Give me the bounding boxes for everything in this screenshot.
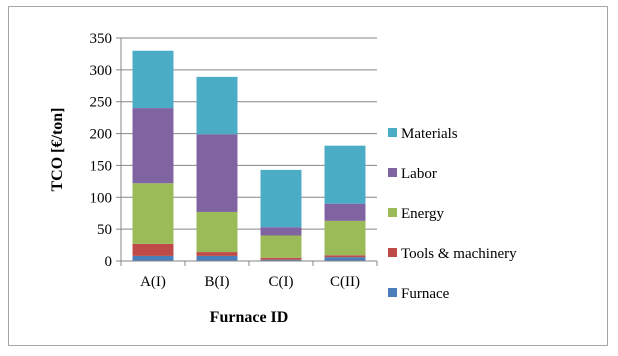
- legend: Materials Labor Energy Tools & machinery Fur…: [388, 126, 517, 302]
- legend-label: Materials: [401, 126, 458, 142]
- y-tick-label: 0: [105, 254, 113, 270]
- legend-label: Energy: [401, 206, 445, 222]
- legend-swatch: [388, 208, 397, 217]
- y-axis-title: TCO [€/ton]: [49, 108, 66, 192]
- legend-label: Labor: [401, 166, 437, 182]
- legend-swatch: [388, 168, 397, 177]
- bar-segment-energy: [324, 220, 366, 256]
- bar-segment-energy: [196, 211, 238, 253]
- y-axis-ticks: 0 50 100 150 200 250 300 350: [90, 31, 113, 270]
- bar-segment-labor: [324, 203, 366, 221]
- bars: [132, 50, 366, 261]
- y-tick-label: 150: [90, 158, 113, 174]
- y-tick-label: 250: [90, 95, 113, 111]
- bar-segment-furnace: [260, 259, 302, 261]
- bar-segment-materials: [196, 76, 238, 135]
- legend-label: Tools & machinery: [401, 246, 517, 262]
- legend-swatch: [388, 248, 397, 257]
- bar-segment-labor: [260, 227, 302, 236]
- x-tick-label: A(I): [140, 274, 166, 290]
- y-tick-label: 350: [90, 31, 113, 47]
- x-tick-label: B(I): [205, 274, 230, 290]
- chart-frame: [8, 6, 608, 346]
- bar-segment-furnace: [132, 255, 174, 261]
- bar-segment-tools-machinery: [260, 257, 302, 260]
- bar-segment-tools-machinery: [324, 255, 366, 258]
- y-tick-label: 50: [97, 222, 112, 238]
- y-tick-label: 100: [90, 190, 113, 206]
- bar-segment-materials: [324, 145, 366, 204]
- y-tick-label: 200: [90, 127, 113, 143]
- legend-label: Furnace: [401, 286, 450, 302]
- x-tick-label: C(I): [269, 274, 294, 290]
- bar-segment-labor: [132, 108, 174, 184]
- legend-swatch: [388, 128, 397, 137]
- bar-segment-furnace: [196, 255, 238, 261]
- bar-segment-materials: [132, 50, 174, 109]
- bar-segment-tools-machinery: [196, 252, 238, 256]
- bar-segment-materials: [260, 169, 302, 228]
- bar-segment-furnace: [324, 257, 366, 261]
- bar-segment-energy: [132, 183, 174, 244]
- bar-segment-tools-machinery: [132, 243, 174, 256]
- bar-segment-labor: [196, 134, 238, 212]
- y-tick-label: 300: [90, 63, 113, 79]
- x-axis-title: Furnace ID: [210, 309, 289, 326]
- x-axis-ticks: A(I) B(I) C(I) C(II): [120, 261, 378, 290]
- bar-segment-energy: [260, 235, 302, 258]
- legend-swatch: [388, 288, 397, 297]
- x-tick-label: C(II): [330, 274, 360, 290]
